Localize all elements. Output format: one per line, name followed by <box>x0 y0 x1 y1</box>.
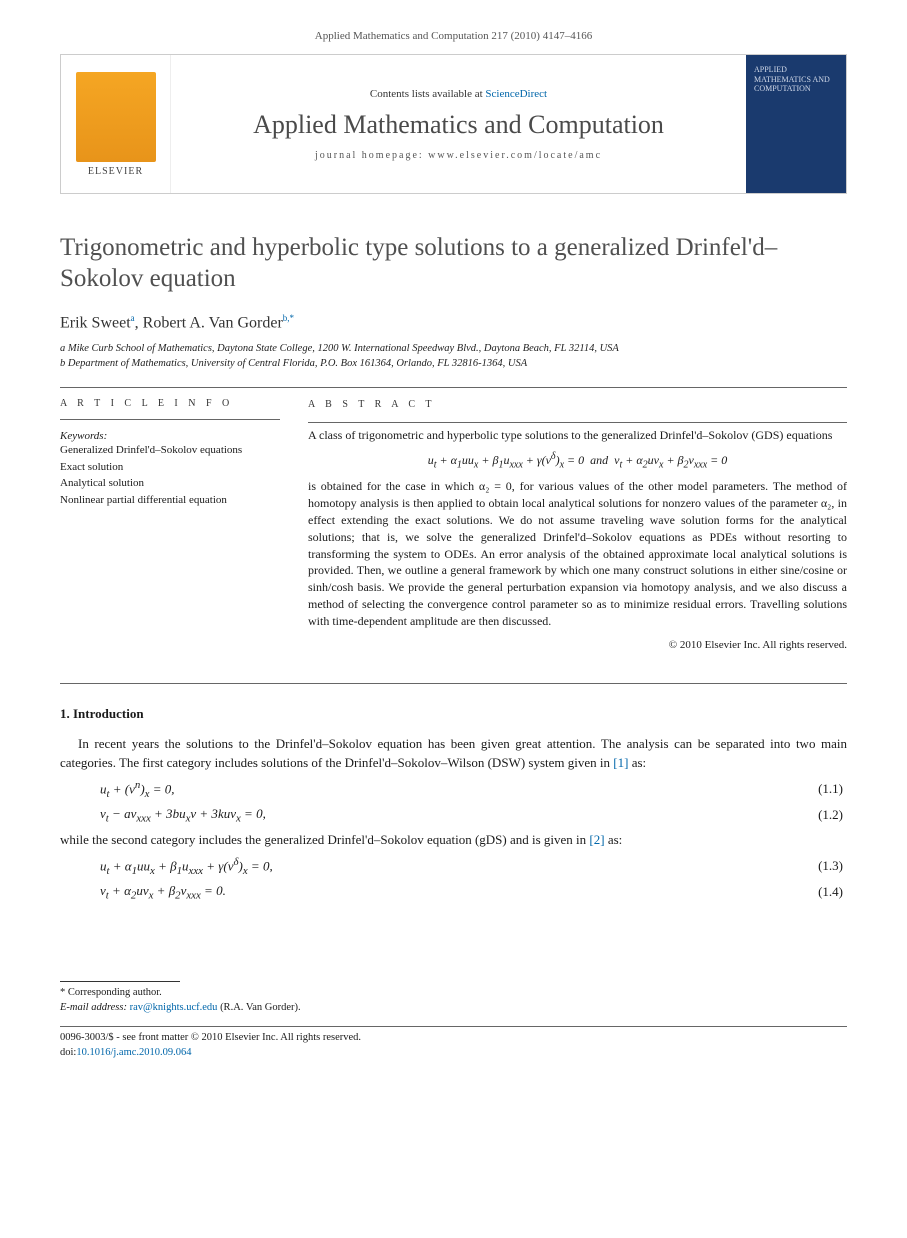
journal-name: Applied Mathematics and Computation <box>253 110 664 140</box>
header-citation: Applied Mathematics and Computation 217 … <box>60 30 847 42</box>
abstract-equation: ut + α1uux + β1uxxx + γ(vδ)x = 0 and vt … <box>308 450 847 472</box>
journal-cover-thumb: APPLIED MATHEMATICS AND COMPUTATION <box>746 55 846 193</box>
keywords-label: Keywords: <box>60 430 280 442</box>
banner-center: Contents lists available at ScienceDirec… <box>171 55 746 193</box>
affiliations: a Mike Curb School of Mathematics, Dayto… <box>60 342 847 381</box>
eq-1-4-num: (1.4) <box>818 884 847 900</box>
authors-line: Erik Sweeta, Robert A. Van Gorderb,* <box>60 313 847 332</box>
rule-top <box>60 387 847 388</box>
abstract-heading: A B S T R A C T <box>308 398 847 412</box>
publisher-block: ELSEVIER <box>61 55 171 193</box>
contents-line: Contents lists available at ScienceDirec… <box>370 88 547 100</box>
author-2-affil: b,* <box>283 313 294 323</box>
email-link[interactable]: rav@knights.ucf.edu <box>130 1002 218 1013</box>
cover-title: APPLIED MATHEMATICS AND COMPUTATION <box>754 65 838 94</box>
eq-1-2-math: vt − avxxx + 3buxv + 3kuvx = 0, <box>100 806 266 825</box>
equation-1-4: vt + α2uvx + β2vxxx = 0. (1.4) <box>100 883 847 902</box>
article-info-col: A R T I C L E I N F O Keywords: Generali… <box>60 398 280 653</box>
affiliation-a: a Mike Curb School of Mathematics, Dayto… <box>60 342 847 357</box>
keyword: Generalized Drinfel'd–Sokolov equations <box>60 442 280 459</box>
ref-link-1[interactable]: [1] <box>613 755 628 770</box>
ref-link-2[interactable]: [2] <box>589 832 604 847</box>
abstract-col: A B S T R A C T A class of trigonometric… <box>308 398 847 653</box>
article-title: Trigonometric and hyperbolic type soluti… <box>60 232 847 295</box>
author-2: Robert A. Van Gorder <box>143 314 283 331</box>
info-rule <box>60 419 280 420</box>
email-suffix: (R.A. Van Gorder). <box>217 1002 300 1013</box>
eq-1-4-math: vt + α2uvx + β2vxxx = 0. <box>100 883 226 902</box>
page-footer: * Corresponding author. E-mail address: … <box>60 981 847 1060</box>
abstract-para-2: is obtained for the case in which α₂ = 0… <box>308 478 847 629</box>
eq-1-1-num: (1.1) <box>818 781 847 797</box>
footer-rule <box>60 1026 847 1027</box>
eq-1-2-num: (1.2) <box>818 807 847 823</box>
corresponding-author-note: * Corresponding author. <box>60 986 847 1001</box>
intro-para-2: while the second category includes the g… <box>60 830 847 850</box>
front-matter-line: 0096-3003/$ - see front matter © 2010 El… <box>60 1031 847 1046</box>
email-label: E-mail address: <box>60 1002 130 1013</box>
intro-text-2a: while the second category includes the g… <box>60 832 589 847</box>
eq-1-3-num: (1.3) <box>818 858 847 874</box>
keyword: Analytical solution <box>60 475 280 492</box>
article-info-heading: A R T I C L E I N F O <box>60 398 280 409</box>
elsevier-tree-icon <box>76 72 156 162</box>
footnote-rule <box>60 981 180 982</box>
keyword: Nonlinear partial differential equation <box>60 492 280 509</box>
email-line: E-mail address: rav@knights.ucf.edu (R.A… <box>60 1001 847 1016</box>
doi-link[interactable]: 10.1016/j.amc.2010.09.064 <box>76 1047 191 1058</box>
journal-homepage: journal homepage: www.elsevier.com/locat… <box>315 150 602 161</box>
intro-text-1a: In recent years the solutions to the Dri… <box>60 736 847 771</box>
contents-prefix: Contents lists available at <box>370 88 485 100</box>
keywords-list: Generalized Drinfel'd–Sokolov equations … <box>60 442 280 508</box>
intro-para-1: In recent years the solutions to the Dri… <box>60 734 847 773</box>
abstract-para-1: A class of trigonometric and hyperbolic … <box>308 427 847 444</box>
eq-1-1-math: ut + (vn)x = 0, <box>100 779 175 800</box>
equation-1-1: ut + (vn)x = 0, (1.1) <box>100 779 847 800</box>
author-1-affil: a <box>131 313 135 323</box>
info-abstract-row: A R T I C L E I N F O Keywords: Generali… <box>60 398 847 653</box>
doi-line: doi:10.1016/j.amc.2010.09.064 <box>60 1046 847 1061</box>
section-1-heading: 1. Introduction <box>60 706 847 722</box>
author-1: Erik Sweet <box>60 314 131 331</box>
abstract-rule <box>308 422 847 423</box>
doi-label: doi: <box>60 1047 76 1058</box>
affiliation-b: b Department of Mathematics, University … <box>60 357 847 372</box>
intro-text-2b: as: <box>605 832 623 847</box>
sciencedirect-link[interactable]: ScienceDirect <box>485 88 547 100</box>
rule-bottom <box>60 683 847 684</box>
equation-1-3: ut + α1uux + β1uxxx + γ(vδ)x = 0, (1.3) <box>100 856 847 877</box>
keyword: Exact solution <box>60 459 280 476</box>
intro-text-1b: as: <box>628 755 646 770</box>
equation-1-2: vt − avxxx + 3buxv + 3kuvx = 0, (1.2) <box>100 806 847 825</box>
eq-1-3-math: ut + α1uux + β1uxxx + γ(vδ)x = 0, <box>100 856 273 877</box>
publisher-label: ELSEVIER <box>88 166 143 177</box>
abstract-copyright: © 2010 Elsevier Inc. All rights reserved… <box>308 638 847 653</box>
journal-banner: ELSEVIER Contents lists available at Sci… <box>60 54 847 194</box>
